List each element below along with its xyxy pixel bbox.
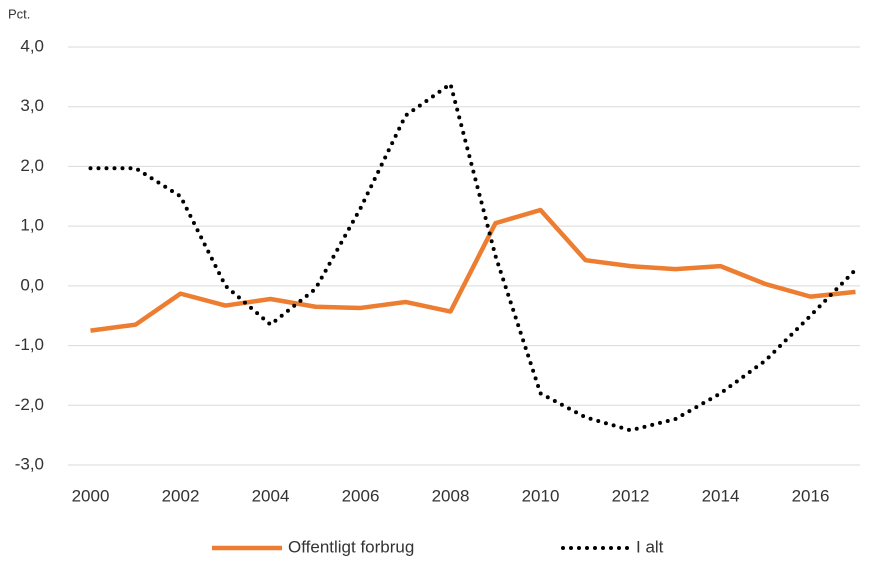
x-tick-label: 2006 xyxy=(342,486,380,505)
y-tick-label: -2,0 xyxy=(15,395,44,414)
y-tick-label: 4,0 xyxy=(20,36,44,55)
x-tick-label: 2016 xyxy=(792,486,830,505)
y-tick-label: -1,0 xyxy=(15,335,44,354)
y-tick-label: 2,0 xyxy=(20,156,44,175)
legend-label: Offentligt forbrug xyxy=(288,537,414,556)
y-tick-label: -3,0 xyxy=(15,454,44,473)
x-tick-label: 2008 xyxy=(432,486,470,505)
series-line xyxy=(88,80,858,433)
legend-label: I alt xyxy=(636,537,664,556)
x-tick-label: 2012 xyxy=(612,486,650,505)
x-tick-label: 2002 xyxy=(162,486,200,505)
series-line xyxy=(90,207,856,333)
x-tick-label: 2000 xyxy=(72,486,110,505)
x-tick-label: 2014 xyxy=(702,486,740,505)
x-tick-label: 2010 xyxy=(522,486,560,505)
x-tick-label: 2004 xyxy=(252,486,290,505)
y-tick-label: 0,0 xyxy=(20,275,44,294)
y-tick-label: 3,0 xyxy=(20,96,44,115)
y-axis-label: Pct. xyxy=(8,6,30,21)
y-tick-label: 1,0 xyxy=(20,216,44,235)
